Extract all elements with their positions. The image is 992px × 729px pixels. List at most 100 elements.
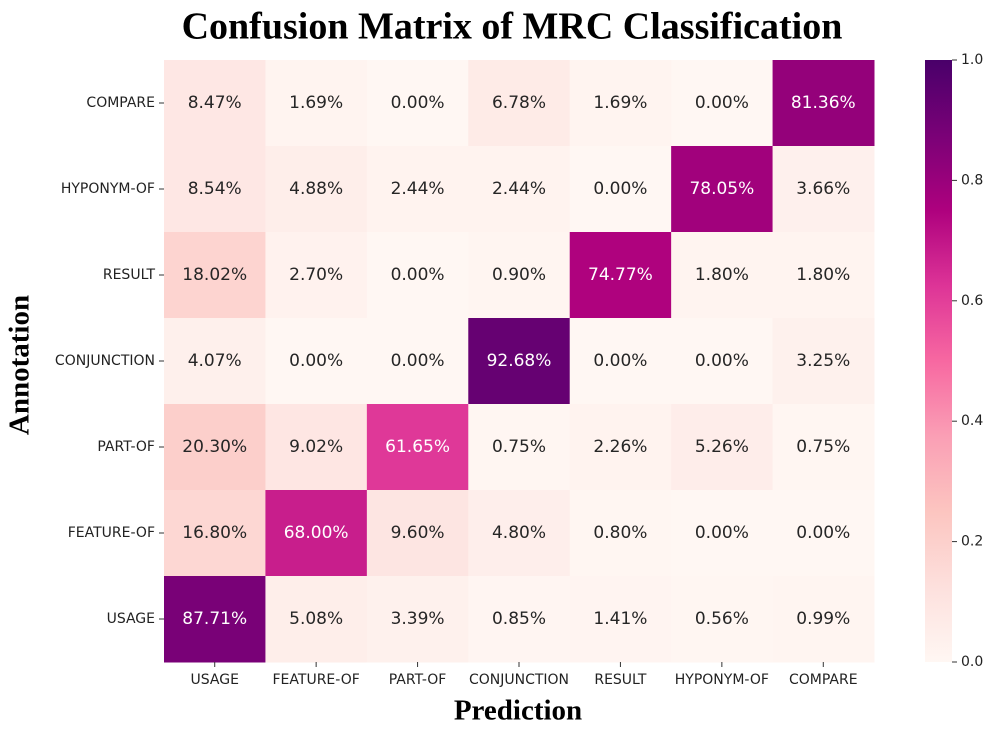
y-tick-label: RESULT (103, 267, 156, 283)
colorbar-tick-label: 0.4 (961, 413, 983, 429)
y-axis-title: Annotation (4, 295, 36, 435)
cell-label: 0.80% (593, 523, 647, 543)
x-tick-label: USAGE (191, 672, 239, 688)
x-axis-title: Prediction (454, 695, 582, 727)
x-tick-label: PART-OF (389, 672, 447, 688)
heatmap-cell (164, 232, 266, 319)
heatmap-cell (671, 490, 774, 577)
cell-label: 3.66% (796, 179, 850, 199)
heatmap-cell (366, 146, 469, 233)
heatmap-cell (366, 404, 469, 491)
heatmap-cell (772, 318, 875, 405)
y-tick-label: FEATURE-OF (68, 525, 155, 541)
heatmap-cell (366, 60, 469, 147)
heatmap-cell (772, 490, 875, 577)
heatmap-cell (569, 490, 672, 577)
cell-label: 0.00% (695, 93, 749, 113)
heatmap-cell (671, 232, 774, 319)
y-tick-label: CONJUNCTION (55, 353, 155, 369)
heatmap-cell (772, 232, 875, 319)
cell-label: 0.00% (695, 351, 749, 371)
heatmap-cell (772, 146, 875, 233)
heatmap-cell (468, 404, 571, 491)
heatmap-cell (569, 576, 672, 663)
cell-label: 0.56% (695, 609, 749, 629)
colorbar-tick-label: 0.8 (961, 172, 983, 188)
y-tick-label: PART-OF (97, 439, 155, 455)
heatmap-cell (265, 232, 368, 319)
colorbar-tick-label: 1.0 (961, 52, 983, 68)
cell-label: 0.85% (492, 609, 546, 629)
x-tick-label: CONJUNCTION (469, 672, 569, 688)
cell-label: 0.00% (391, 265, 445, 285)
heatmap-cell (164, 146, 266, 233)
heatmap-cell (468, 318, 571, 405)
cell-label: 4.07% (188, 351, 242, 371)
heatmap-cell (468, 232, 571, 319)
cell-label: 1.80% (796, 265, 850, 285)
cell-label: 6.78% (492, 93, 546, 113)
heatmap-cell (366, 576, 469, 663)
cell-label: 0.00% (695, 523, 749, 543)
heatmap-cell (772, 60, 875, 147)
x-tick-label: FEATURE-OF (273, 672, 360, 688)
y-tick-label: USAGE (107, 611, 155, 627)
heatmap-cell (569, 404, 672, 491)
cell-label: 16.80% (182, 523, 247, 543)
colorbar-tick-label: 0.6 (961, 293, 983, 309)
heatmap-cell (265, 490, 368, 577)
cell-label: 3.39% (391, 609, 445, 629)
cell-label: 9.02% (289, 437, 343, 457)
y-tick-label: COMPARE (86, 95, 155, 111)
cell-label: 4.88% (289, 179, 343, 199)
heatmap-cell (468, 490, 571, 577)
heatmap-cell (671, 576, 774, 663)
cell-label: 1.69% (593, 93, 647, 113)
colorbar-tick-label: 0.2 (961, 534, 983, 550)
cell-label: 0.99% (796, 609, 850, 629)
cell-label: 2.70% (289, 265, 343, 285)
cell-label: 0.00% (593, 179, 647, 199)
cell-label: 8.47% (188, 93, 242, 113)
cell-label: 20.30% (182, 437, 247, 457)
heatmap-cell (569, 232, 672, 319)
colorbar (925, 60, 952, 662)
cell-label: 2.26% (593, 437, 647, 457)
heatmap-cell (265, 576, 368, 663)
heatmap-cell (164, 318, 266, 405)
cell-label: 0.00% (391, 351, 445, 371)
cell-label: 5.08% (289, 609, 343, 629)
heatmap-cell (164, 490, 266, 577)
cell-label: 4.80% (492, 523, 546, 543)
cell-label: 0.00% (391, 93, 445, 113)
cell-label: 68.00% (284, 523, 349, 543)
heatmap-cell (366, 490, 469, 577)
heatmap-cell (468, 146, 571, 233)
cell-label: 2.44% (492, 179, 546, 199)
cell-label: 61.65% (385, 437, 450, 457)
cell-label: 0.90% (492, 265, 546, 285)
cell-label: 1.80% (695, 265, 749, 285)
heatmap-cell (671, 318, 774, 405)
cell-label: 92.68% (487, 351, 552, 371)
cell-label: 0.00% (796, 523, 850, 543)
cell-label: 0.75% (492, 437, 546, 457)
heatmap-cell (772, 404, 875, 491)
heatmap-cell (164, 576, 266, 663)
cell-label: 1.41% (593, 609, 647, 629)
cell-label: 5.26% (695, 437, 749, 457)
heatmap-cell (772, 576, 875, 663)
x-tick-label: COMPARE (789, 672, 858, 688)
cell-label: 0.75% (796, 437, 850, 457)
cell-label: 8.54% (188, 179, 242, 199)
heatmap-cell (265, 318, 368, 405)
heatmap-cell (265, 146, 368, 233)
heatmap-cell (366, 318, 469, 405)
heatmap-cell (671, 404, 774, 491)
heatmap-cell (265, 404, 368, 491)
cell-label: 81.36% (791, 93, 856, 113)
x-tick-label: HYPONYM-OF (675, 672, 769, 688)
heatmap-cell (164, 60, 266, 147)
heatmap-cell (569, 60, 672, 147)
